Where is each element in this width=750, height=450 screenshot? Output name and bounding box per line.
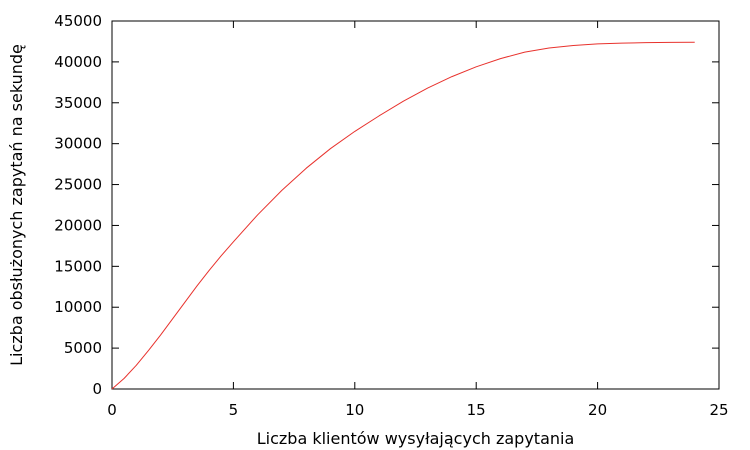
- y-tick-label: 20000: [54, 216, 102, 234]
- tick-labels: 0 5 10 15 20 25 0 5000 10000 15000 20000 25000 30000…: [54, 12, 728, 419]
- y-tick-label: 40000: [54, 53, 102, 71]
- y-tick-label: 35000: [54, 94, 102, 112]
- y-tick-label: 15000: [54, 257, 102, 275]
- axis-ticks: [111, 20, 720, 390]
- y-tick-label: 30000: [54, 135, 102, 153]
- series-layer: [111, 41, 695, 390]
- x-tick-label: 15: [467, 401, 486, 419]
- plot-frame: [111, 20, 720, 390]
- y-tick-label: 0: [92, 380, 102, 398]
- x-tick-label: 5: [229, 401, 239, 419]
- y-tick-label: 5000: [64, 339, 102, 357]
- x-tick-label: 20: [588, 401, 607, 419]
- x-tick-label: 25: [709, 401, 728, 419]
- y-tick-label: 10000: [54, 298, 102, 316]
- x-axis-title: Liczba klientów wysyłających zapytania: [257, 429, 575, 448]
- series-line: [111, 41, 695, 390]
- y-tick-label: 45000: [54, 12, 102, 30]
- y-axis-title: Liczba obsłużonych zapytań na sekundę: [7, 44, 26, 366]
- x-tick-label: 10: [345, 401, 364, 419]
- x-tick-label: 0: [107, 401, 117, 419]
- y-tick-label: 25000: [54, 176, 102, 194]
